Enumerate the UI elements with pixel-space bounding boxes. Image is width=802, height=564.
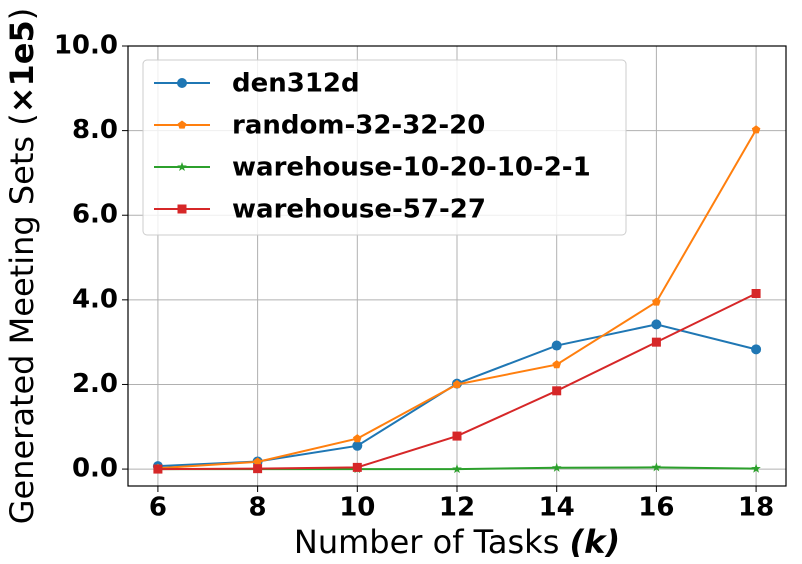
x-tick-label: 8 bbox=[249, 493, 267, 523]
marker bbox=[651, 319, 662, 330]
x-tick-label: 12 bbox=[439, 493, 475, 523]
x-tick-label: 18 bbox=[738, 493, 774, 523]
x-tick-label: 10 bbox=[339, 493, 375, 523]
marker bbox=[551, 340, 562, 351]
marker bbox=[551, 462, 562, 472]
x-tick-label: 14 bbox=[539, 493, 575, 523]
y-label-close: ) bbox=[3, 8, 41, 20]
y-tick-label: 2.0 bbox=[72, 369, 118, 399]
x-label-text: Number of Tasks bbox=[294, 523, 570, 561]
x-tick-label: 16 bbox=[638, 493, 674, 523]
y-tick-label: 8.0 bbox=[72, 115, 118, 145]
marker bbox=[652, 297, 661, 306]
marker bbox=[253, 464, 263, 474]
y-label-unit: ×1e5 bbox=[3, 20, 41, 113]
marker bbox=[253, 457, 262, 466]
plot bbox=[152, 125, 762, 474]
marker bbox=[352, 440, 363, 451]
marker bbox=[552, 360, 561, 369]
x-axis-label: Number of Tasks (k) bbox=[294, 523, 620, 561]
y-tick-label: 0.0 bbox=[72, 454, 118, 484]
marker bbox=[177, 204, 187, 214]
y-tick-label: 6.0 bbox=[72, 200, 118, 230]
x-tick-label: 6 bbox=[149, 493, 167, 523]
y-axis-label: Generated Meeting Sets (×1e5) bbox=[3, 8, 41, 525]
x-label-unit: (k) bbox=[570, 523, 621, 561]
marker bbox=[751, 344, 762, 355]
legend-label: den312d bbox=[232, 69, 360, 99]
legend-label: warehouse-57-27 bbox=[232, 195, 486, 225]
marker bbox=[352, 462, 362, 472]
marker bbox=[153, 464, 163, 474]
legend-label: random-32-32-20 bbox=[232, 111, 485, 141]
marker bbox=[751, 125, 761, 134]
legend: den312d random-32-32-20 warehouse-10-20-10… bbox=[142, 59, 627, 236]
marker bbox=[452, 431, 462, 441]
y-tick-label: 10.0 bbox=[54, 31, 118, 61]
marker bbox=[651, 462, 662, 472]
marker bbox=[353, 434, 362, 443]
marker bbox=[452, 380, 462, 389]
marker bbox=[651, 337, 661, 347]
marker bbox=[177, 120, 187, 129]
marker bbox=[177, 78, 187, 88]
marker bbox=[751, 463, 761, 473]
y-label-text: Generated Meeting Sets ( bbox=[3, 113, 41, 524]
legend-box bbox=[142, 59, 627, 236]
legend-label: warehouse-10-20-10-2-1 bbox=[232, 153, 591, 183]
marker bbox=[751, 289, 761, 298]
marker bbox=[552, 386, 562, 396]
marker bbox=[177, 162, 187, 171]
marker bbox=[452, 464, 462, 474]
y-tick-label: 4.0 bbox=[72, 284, 118, 314]
